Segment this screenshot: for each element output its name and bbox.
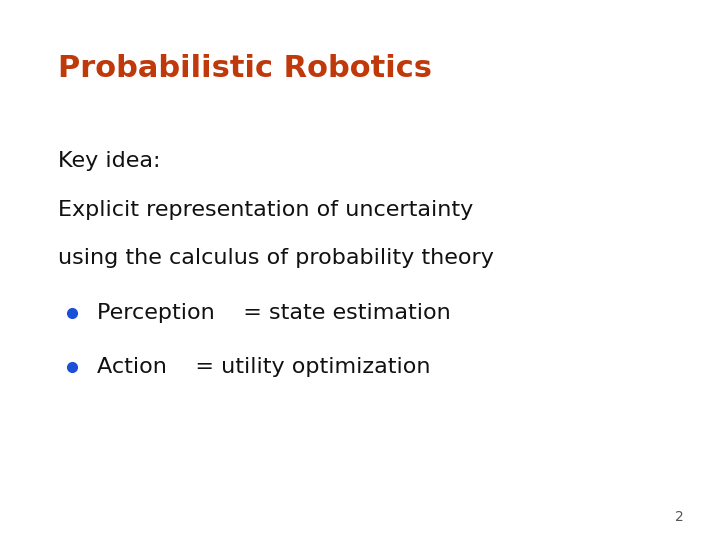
Text: Action    = utility optimization: Action = utility optimization (97, 357, 431, 377)
Text: Key idea:: Key idea: (58, 151, 160, 171)
Text: Explicit representation of uncertainty: Explicit representation of uncertainty (58, 200, 473, 220)
Text: 2: 2 (675, 510, 684, 524)
Text: Perception    = state estimation: Perception = state estimation (97, 303, 451, 323)
Text: Probabilistic Robotics: Probabilistic Robotics (58, 54, 431, 83)
Text: using the calculus of probability theory: using the calculus of probability theory (58, 248, 493, 268)
